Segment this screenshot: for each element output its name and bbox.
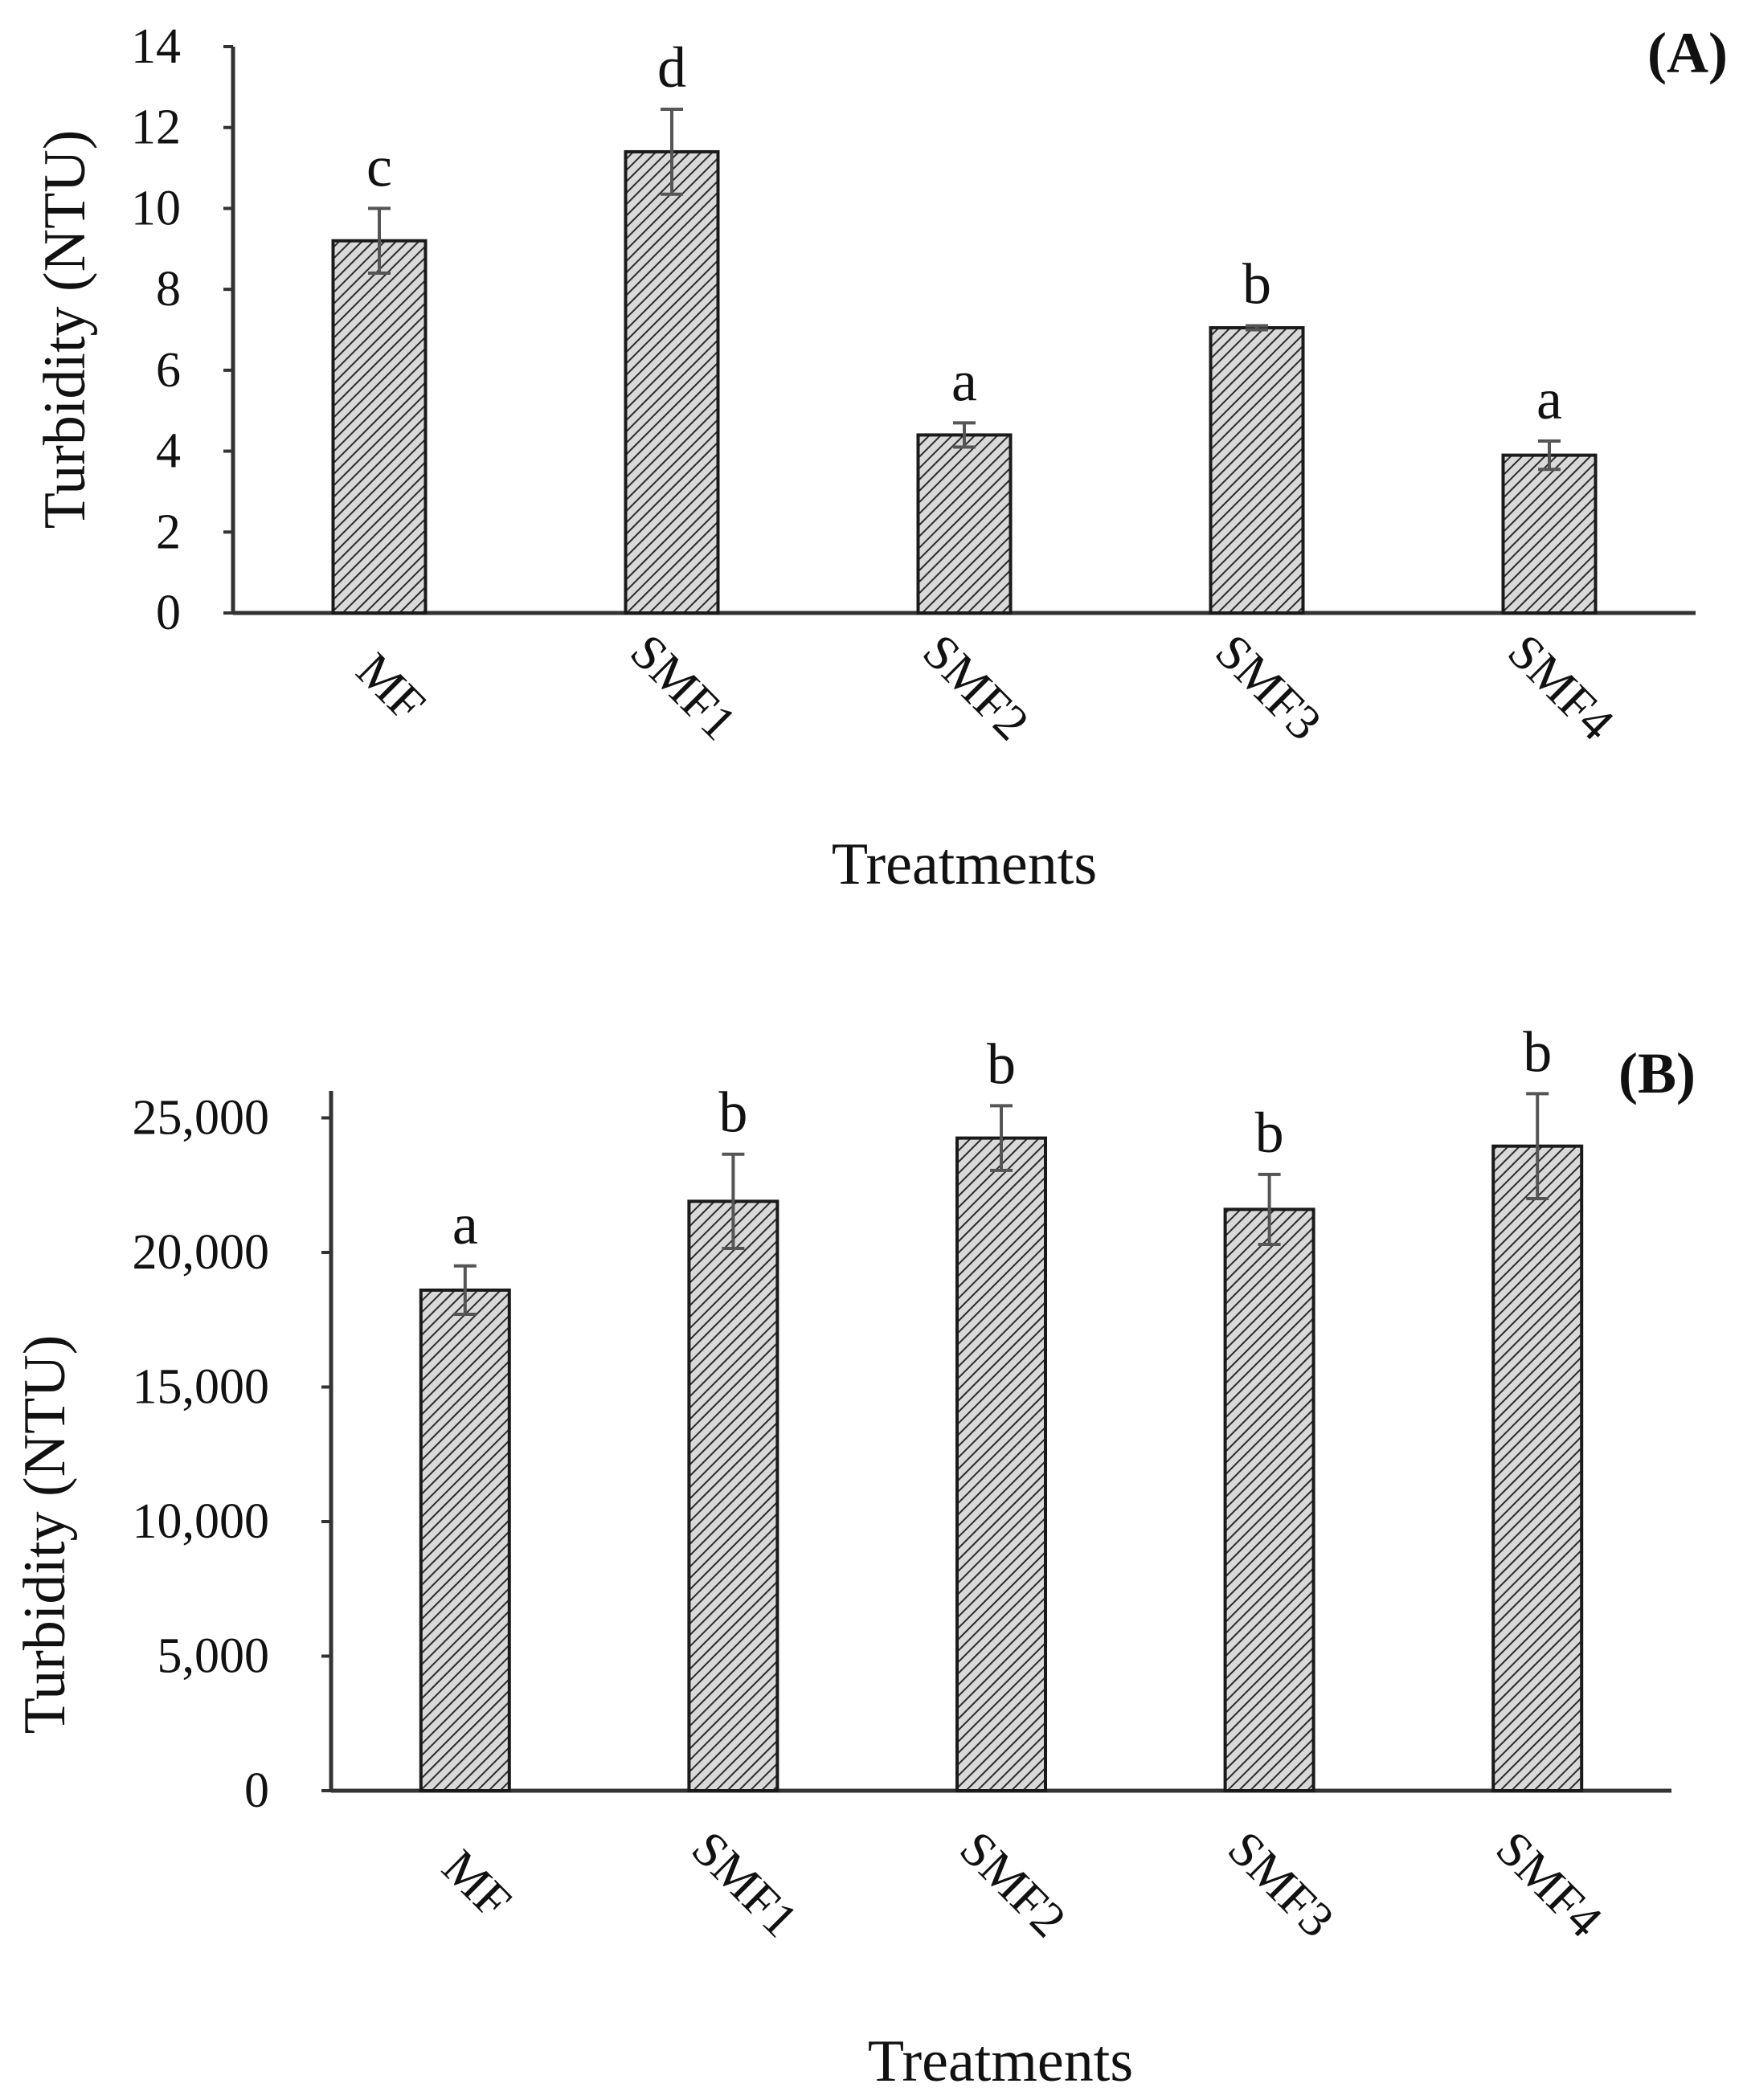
significance-letter-smf3-b: b xyxy=(1255,1101,1284,1165)
category-label-smf2-b: SMF2 xyxy=(949,1821,1076,1948)
y-axis-title-b: Turbidity (NTU) xyxy=(12,1335,78,1734)
chart-b-marks: 0 5,000 10,000 15,000 20,000 25,000 a MF b SMF1 b S… xyxy=(133,1028,1671,1948)
significance-letter-smf2-a: a xyxy=(951,349,977,413)
significance-letter-mf-b: a xyxy=(452,1192,478,1256)
category-label-smf4-b: SMF4 xyxy=(1485,1821,1612,1948)
category-label-smf4-a: SMF4 xyxy=(1497,624,1624,751)
bar-smf3-a xyxy=(1209,325,1305,615)
x-axis-title-b: Treatments xyxy=(868,2029,1133,2094)
category-label-smf3-b: SMF3 xyxy=(1217,1821,1344,1948)
y-tick-label-b: 20,000 xyxy=(133,1225,270,1280)
significance-letter-smf4-b: b xyxy=(1523,1028,1552,1084)
significance-letter-mf-a: c xyxy=(366,134,392,198)
y-tick-label-b: 15,000 xyxy=(133,1360,270,1415)
panel-label-b: (B) xyxy=(1618,1041,1696,1105)
significance-letter-smf1-a: d xyxy=(657,35,686,100)
y-tick-label-b: 10,000 xyxy=(133,1494,270,1549)
y-tick-label-a: 6 xyxy=(156,343,181,398)
panel-label-a: (A) xyxy=(1647,21,1728,85)
bar-smf2-a xyxy=(916,433,1013,615)
y-tick-label-a: 4 xyxy=(156,424,181,479)
y-tick-label-a: 2 xyxy=(156,505,181,559)
bar-mf-b xyxy=(419,1288,511,1792)
y-tick-label-b: 25,000 xyxy=(133,1091,270,1146)
bar-mf-a xyxy=(331,239,428,615)
y-tick-label-a: 10 xyxy=(131,181,181,235)
bar-smf4-b xyxy=(1491,1144,1584,1793)
bar-smf4-a xyxy=(1501,453,1598,615)
significance-letter-smf2-b: b xyxy=(987,1032,1016,1096)
bar-smf3-b xyxy=(1223,1207,1315,1792)
chart-b: 0 5,000 10,000 15,000 20,000 25,000 a MF b SMF1 b S… xyxy=(12,1028,1696,2094)
y-tick-label-b: 0 xyxy=(244,1763,269,1818)
chart-a-marks: 0 2 4 6 8 10 12 14 c MF d SMF1 a SMF2 b SMF3 a SMF4 xyxy=(131,19,1696,751)
y-axis-title-a: Turbidity (NTU) xyxy=(32,130,98,529)
y-tick-label-a: 12 xyxy=(131,100,181,155)
bar-smf1-b xyxy=(687,1199,779,1793)
category-label-smf2-a: SMF2 xyxy=(912,624,1039,751)
bar-smf2-b xyxy=(955,1136,1047,1792)
significance-letter-smf4-a: a xyxy=(1536,367,1562,431)
significance-letter-smf1-b: b xyxy=(718,1081,747,1145)
chart-a: 0 2 4 6 8 10 12 14 c MF d SMF1 a SMF2 b SMF3 a SMF4 (A) T… xyxy=(32,19,1728,897)
category-label-mf-b: MF xyxy=(432,1840,521,1929)
y-tick-label-a: 0 xyxy=(156,586,181,640)
y-tick-label-b: 5,000 xyxy=(158,1629,270,1684)
category-label-smf3-a: SMF3 xyxy=(1205,624,1332,751)
category-label-smf1-b: SMF1 xyxy=(681,1821,808,1948)
bar-smf1-a xyxy=(624,149,720,615)
category-label-mf-a: MF xyxy=(346,643,435,732)
y-tick-label-a: 14 xyxy=(131,19,181,74)
x-axis-title-a: Treatments xyxy=(832,831,1097,897)
significance-letter-smf3-a: b xyxy=(1242,251,1271,316)
y-tick-label-a: 8 xyxy=(156,262,181,317)
category-label-smf1-a: SMF1 xyxy=(620,624,747,751)
